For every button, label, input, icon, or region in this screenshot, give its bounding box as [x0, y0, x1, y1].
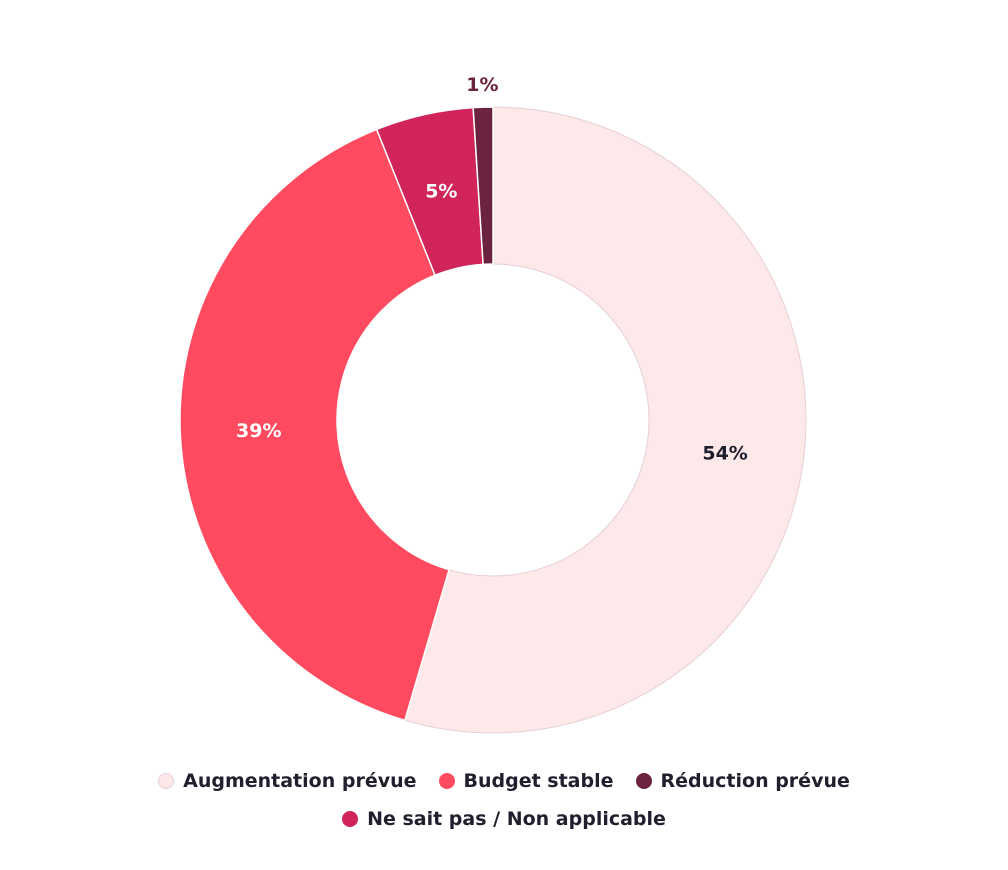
slice-reduction-prevue: [472, 106, 494, 266]
legend-swatch-reduction-prevue: [635, 773, 652, 789]
legend-item-reduction-prevue: Réduction prévue: [635, 770, 850, 792]
legend-swatch-augmentation-prevue: [158, 773, 175, 789]
legend-item-ne-sait-pas-non-applicable: Ne sait pas / Non applicable: [342, 808, 666, 830]
slice-budget-stable: [179, 128, 450, 722]
legend-label-reduction-prevue: Réduction prévue: [660, 770, 850, 792]
legend-item-augmentation-prevue: Augmentation prévue: [158, 770, 417, 792]
slice-label-budget-stable: 39%: [236, 420, 281, 442]
legend-row-2: Ne sait pas / Non applicable: [0, 808, 1008, 830]
legend-label-augmentation-prevue: Augmentation prévue: [183, 770, 417, 792]
legend-swatch-budget-stable: [438, 773, 455, 789]
legend-swatch-ne-sait-pas-non-applicable: [342, 811, 359, 827]
legend-item-budget-stable: Budget stable: [438, 770, 614, 792]
slice-augmentation-prevue: [404, 106, 807, 734]
slice-labels: 54% 39% 5% 1%: [236, 74, 748, 464]
slice-label-reduction-prevue: 1%: [466, 74, 498, 96]
legend-label-ne-sait-pas-non-applicable: Ne sait pas / Non applicable: [367, 808, 666, 830]
legend-label-budget-stable: Budget stable: [463, 770, 614, 792]
slice-label-ne-sait-pas-non-applicable: 5%: [425, 180, 457, 202]
donut-slices: [179, 106, 807, 734]
legend-row-1: Augmentation prévue Budget stable Réductio…: [0, 770, 1008, 792]
slice-label-augmentation-prevue: 54%: [702, 442, 747, 464]
